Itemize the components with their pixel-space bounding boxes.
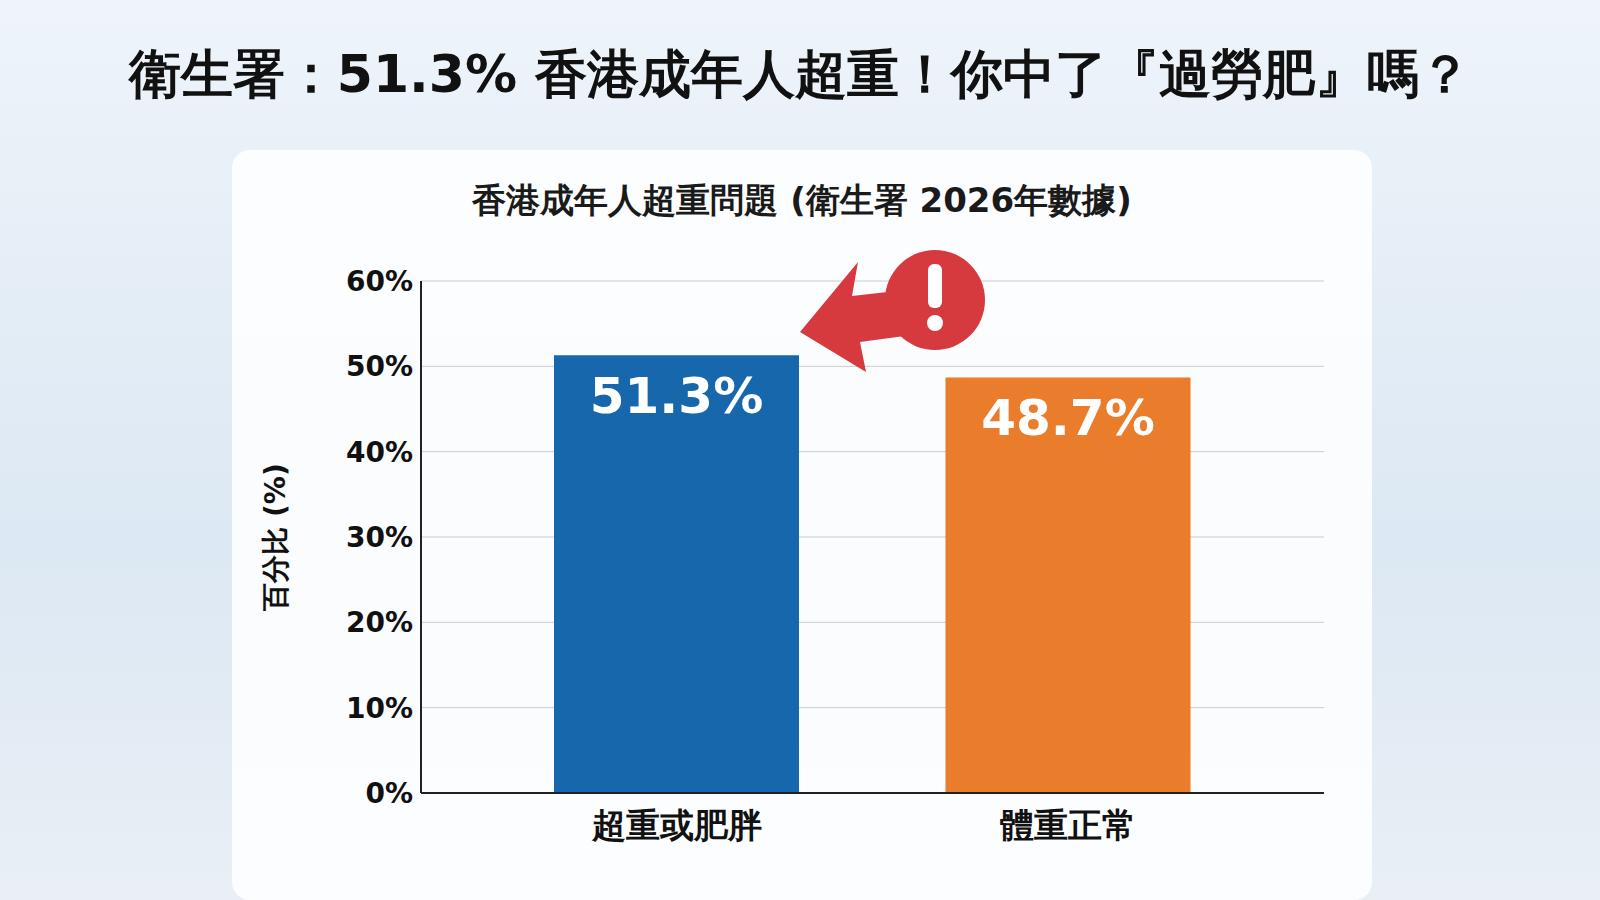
svg-text:51.3%: 51.3%: [590, 367, 763, 425]
svg-text:20%: 20%: [346, 606, 413, 639]
svg-text:30%: 30%: [346, 521, 413, 554]
svg-text:體重正常: 體重正常: [1000, 805, 1136, 845]
html-text:衛生署：51.3% 香港成年人超重！你中了『過勞肥』嗎？: 衛生署：51.3% 香港成年人超重！你中了『過勞肥』嗎？: [128, 44, 1472, 104]
svg-text:50%: 50%: [346, 350, 413, 383]
svg-text:0%: 0%: [365, 777, 413, 810]
svg-text:百分比 (%): 百分比 (%): [259, 463, 292, 611]
html-text:香港成年人超重問題 (衛生署 2026年數據): 香港成年人超重問題 (衛生署 2026年數據): [472, 180, 1132, 220]
svg-text:48.7%: 48.7%: [981, 389, 1154, 447]
svg-text:40%: 40%: [346, 436, 413, 469]
svg-text:60%: 60%: [346, 265, 413, 298]
svg-text:超重或肥胖: 超重或肥胖: [591, 805, 762, 845]
svg-text:10%: 10%: [346, 692, 413, 725]
